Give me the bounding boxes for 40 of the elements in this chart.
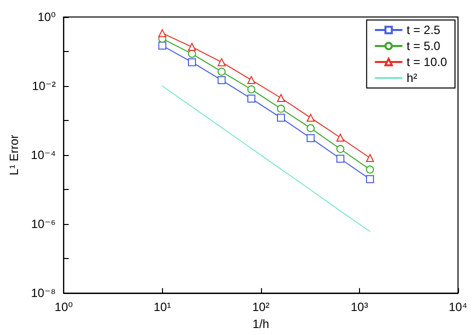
legend-label: t = 10.0 xyxy=(406,55,448,69)
point xyxy=(188,42,196,51)
point xyxy=(336,154,344,163)
x-tick-label: 10² xyxy=(252,300,270,314)
point xyxy=(247,94,256,103)
legend-label: h² xyxy=(406,71,418,85)
legend-label: t = 2.5 xyxy=(406,23,441,37)
point xyxy=(306,134,315,142)
point xyxy=(247,85,256,94)
y-tick-label: 10⁻² xyxy=(32,79,56,94)
point xyxy=(366,175,374,184)
legend-label: t = 5.0 xyxy=(406,39,441,53)
x-tick-label: 10⁰ xyxy=(54,300,73,314)
point xyxy=(336,134,344,142)
line-series xyxy=(162,86,370,232)
point xyxy=(366,154,374,162)
x-tick-label: 10⁴ xyxy=(448,300,468,314)
y-tick-label: 10⁻⁴ xyxy=(30,148,56,162)
y-tick-label: 10⁰ xyxy=(38,10,56,24)
x-tick-label: 10³ xyxy=(350,300,368,314)
y-tick-label: 10⁻⁸ xyxy=(30,286,56,300)
point xyxy=(158,42,166,50)
y-axis-title: L¹ Error xyxy=(7,134,21,176)
point xyxy=(218,58,226,66)
point xyxy=(306,124,315,132)
point xyxy=(366,166,374,174)
x-axis-title: 1/h xyxy=(252,317,270,331)
point xyxy=(276,114,285,122)
y-tick-label: 10⁻⁶ xyxy=(31,217,56,232)
point xyxy=(188,50,196,58)
point xyxy=(336,144,344,153)
point xyxy=(158,29,166,38)
point xyxy=(306,114,315,122)
point xyxy=(247,76,256,84)
point xyxy=(276,94,285,102)
point xyxy=(218,68,226,76)
point xyxy=(218,76,226,84)
x-tick-label: 10¹ xyxy=(154,300,171,314)
point xyxy=(276,104,285,113)
point xyxy=(188,58,196,66)
